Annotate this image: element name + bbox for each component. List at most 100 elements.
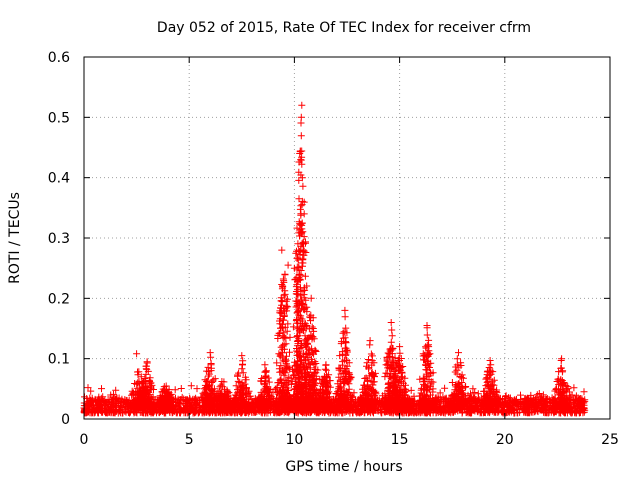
data-point (336, 376, 344, 384)
data-point (538, 402, 545, 409)
data-point (308, 402, 316, 410)
data-point (440, 400, 448, 408)
data-point (146, 403, 154, 411)
data-point (424, 351, 432, 359)
data-point (411, 397, 419, 405)
data-point (336, 352, 344, 360)
data-point (255, 403, 263, 411)
data-point (242, 376, 250, 384)
data-point (262, 378, 269, 386)
data-point (341, 369, 349, 377)
data-point (339, 350, 347, 358)
data-point (277, 395, 285, 403)
data-point (289, 402, 297, 410)
data-point (416, 375, 424, 383)
data-point (275, 365, 283, 373)
data-point (272, 403, 280, 410)
data-point (306, 346, 314, 354)
data-point (491, 408, 499, 415)
data-point (182, 398, 190, 405)
data-point (295, 386, 303, 393)
data-point (211, 375, 219, 383)
data-point (363, 359, 371, 367)
data-point (296, 352, 303, 360)
data-point (280, 277, 288, 285)
data-point (385, 394, 393, 402)
data-point (384, 360, 392, 368)
data-point (539, 398, 547, 406)
data-point (393, 392, 401, 399)
data-point (99, 397, 107, 405)
data-point (420, 380, 428, 388)
data-point (172, 394, 179, 402)
data-point (336, 365, 344, 373)
data-point (210, 390, 218, 398)
data-point (158, 397, 166, 405)
data-point (193, 385, 201, 393)
data-point (295, 218, 303, 226)
data-point (207, 386, 215, 394)
data-point (407, 386, 415, 394)
data-point (203, 383, 211, 391)
data-point (343, 356, 350, 364)
data-point (343, 348, 351, 356)
data-point (409, 405, 417, 413)
data-point (119, 408, 127, 416)
data-point (205, 372, 212, 380)
data-point (301, 272, 309, 280)
data-point (383, 354, 391, 362)
data-point (235, 369, 243, 377)
data-point (294, 285, 302, 293)
data-point (400, 402, 408, 410)
data-point (274, 335, 282, 342)
data-point (425, 372, 433, 380)
data-point (305, 383, 313, 391)
data-point (293, 403, 301, 411)
data-point (358, 395, 366, 403)
data-point (228, 409, 236, 417)
data-point (510, 407, 518, 414)
data-point (478, 409, 486, 417)
data-point (292, 317, 300, 325)
data-point (234, 399, 242, 407)
data-point (401, 385, 409, 393)
data-point (262, 368, 270, 376)
data-point (294, 308, 302, 316)
data-point (498, 408, 506, 416)
data-point (159, 391, 167, 399)
data-point (126, 408, 134, 416)
data-point (298, 357, 305, 365)
data-point (293, 224, 301, 232)
data-point (370, 359, 378, 367)
data-point (297, 312, 305, 320)
data-point (302, 249, 310, 256)
data-point (218, 391, 226, 399)
data-point (385, 400, 393, 408)
data-point (369, 372, 377, 380)
data-point (302, 409, 310, 417)
data-point (387, 370, 395, 378)
data-point (350, 389, 358, 397)
data-point (162, 382, 170, 390)
data-point (298, 259, 306, 267)
data-point (230, 396, 238, 404)
data-point (165, 389, 173, 397)
data-point (295, 276, 303, 284)
data-point (280, 341, 288, 349)
data-point (278, 387, 286, 395)
data-point (400, 379, 407, 387)
data-point (367, 350, 375, 358)
data-point (224, 403, 231, 411)
data-point (138, 380, 146, 388)
data-point (342, 324, 350, 332)
data-point (282, 403, 290, 411)
data-point (277, 362, 285, 370)
data-point (471, 389, 479, 396)
data-point (501, 398, 509, 406)
data-point (299, 182, 307, 190)
data-point (388, 332, 396, 340)
data-point (475, 404, 483, 412)
data-point (281, 287, 289, 295)
data-point (177, 385, 185, 392)
data-point (345, 398, 352, 406)
